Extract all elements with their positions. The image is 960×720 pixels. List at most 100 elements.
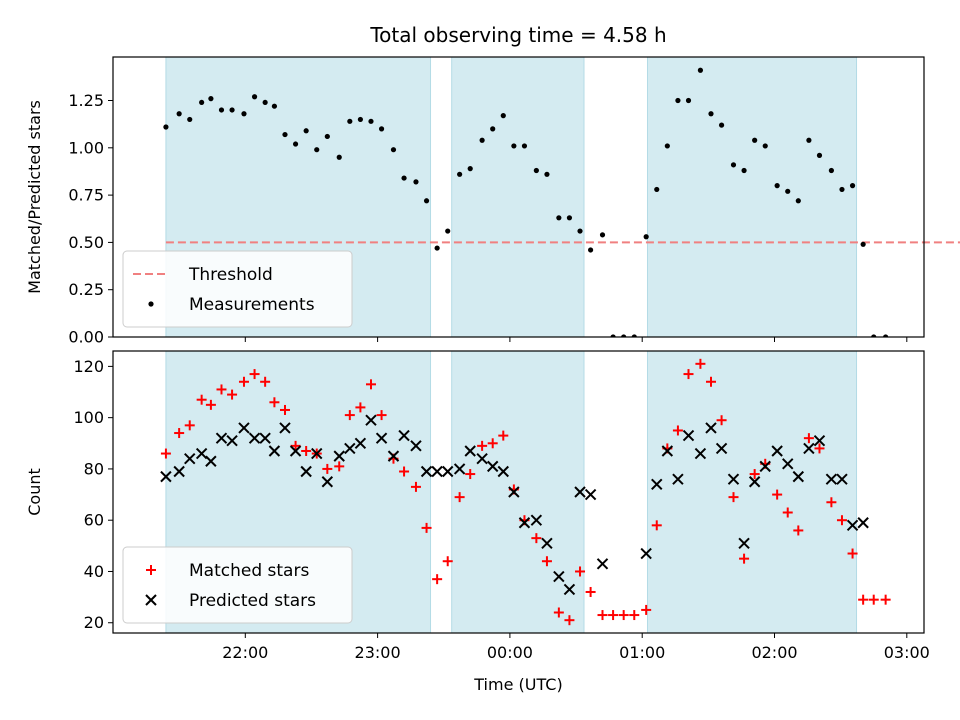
data-point	[533, 167, 539, 174]
data-point	[695, 358, 706, 369]
y-tick-label: 60	[84, 511, 104, 530]
y-tick-label: 20	[84, 613, 104, 632]
data-point	[880, 594, 891, 605]
data-point	[828, 167, 834, 174]
data-point	[566, 215, 573, 221]
data-point	[860, 241, 866, 247]
data-point	[229, 107, 235, 113]
data-point	[846, 519, 859, 532]
data-point	[771, 445, 783, 457]
data-point	[282, 131, 288, 138]
data-point	[238, 376, 249, 387]
data-point	[251, 94, 258, 100]
data-point	[541, 537, 553, 549]
data-point	[748, 476, 761, 488]
data-point	[344, 410, 355, 421]
data-point	[727, 473, 740, 485]
data-point	[682, 429, 695, 442]
data-point	[365, 379, 376, 390]
data-point	[774, 183, 780, 189]
data-point	[782, 507, 793, 518]
data-point	[599, 232, 606, 238]
data-point	[347, 118, 353, 124]
data-point	[279, 404, 290, 415]
data-point	[336, 154, 342, 160]
data-point	[467, 166, 473, 172]
legend-box	[122, 546, 353, 624]
legend-label: Threshold	[188, 265, 273, 285]
x-tick-label: 01:00	[619, 643, 665, 662]
data-point	[301, 445, 312, 456]
data-point	[442, 556, 453, 567]
data-point	[739, 553, 750, 564]
data-point	[410, 440, 422, 452]
data-point	[431, 465, 443, 478]
data-point	[173, 465, 185, 478]
data-point	[434, 245, 440, 251]
y-axis-label: Matched/Predicted stars	[25, 100, 44, 294]
data-point	[641, 604, 652, 615]
data-point	[618, 610, 629, 621]
data-point	[279, 422, 291, 434]
data-point	[176, 111, 182, 117]
y-tick-label: 40	[84, 562, 104, 581]
data-point	[518, 517, 531, 529]
data-point	[464, 445, 476, 457]
y-tick-label: 0.50	[68, 233, 104, 252]
data-point	[187, 116, 193, 123]
plot-area	[163, 67, 889, 337]
data-point	[564, 615, 575, 626]
data-point	[354, 437, 367, 449]
data-point	[486, 460, 499, 473]
legend-measurements-swatch	[148, 301, 154, 307]
data-point	[314, 147, 320, 153]
shaded-interval-2	[646, 350, 858, 634]
bottom-panel: 20 40 60 80 100 120 22:00 23:00 00:00 01:00 02:00 0…	[25, 350, 930, 694]
data-point	[553, 607, 564, 618]
data-point	[420, 465, 433, 478]
axes-frame	[112, 350, 925, 634]
data-point	[195, 447, 208, 460]
data-point	[610, 334, 616, 337]
data-point	[199, 99, 205, 106]
data-point	[556, 215, 562, 221]
data-point	[683, 369, 694, 380]
data-point	[333, 450, 345, 462]
data-point	[816, 152, 823, 158]
data-point	[398, 429, 410, 442]
data-point	[334, 461, 345, 472]
shaded-interval-1	[451, 56, 585, 338]
y-tick-label: 0.25	[68, 280, 104, 299]
data-point	[238, 422, 250, 434]
data-point	[836, 473, 848, 485]
data-point	[585, 586, 596, 597]
data-point	[708, 111, 714, 117]
data-point	[826, 497, 837, 508]
data-point	[563, 583, 576, 596]
data-point	[857, 517, 869, 529]
data-point	[511, 143, 517, 149]
shaded-interval-2	[646, 56, 858, 338]
data-point	[174, 428, 185, 439]
top-panel: 0.00 0.25 0.50 0.75 1.00 1.25 Matched/Predicte…	[25, 23, 960, 347]
data-point	[654, 186, 660, 193]
data-point	[490, 126, 496, 132]
data-point	[705, 376, 716, 387]
data-point	[883, 334, 889, 337]
data-point	[795, 198, 801, 204]
data-point	[836, 515, 847, 526]
data-point	[803, 442, 815, 455]
data-point	[749, 469, 760, 480]
data-point	[268, 445, 281, 457]
data-point	[728, 492, 739, 503]
plot-area	[160, 358, 891, 626]
data-point	[465, 469, 476, 480]
data-point	[640, 547, 652, 560]
data-point	[487, 438, 498, 449]
data-point	[271, 103, 278, 109]
data-point	[432, 574, 443, 585]
data-point	[498, 430, 509, 441]
y-axis-label: Count	[25, 468, 44, 516]
legend: Threshold Measurements	[122, 250, 353, 328]
data-point	[868, 594, 879, 605]
